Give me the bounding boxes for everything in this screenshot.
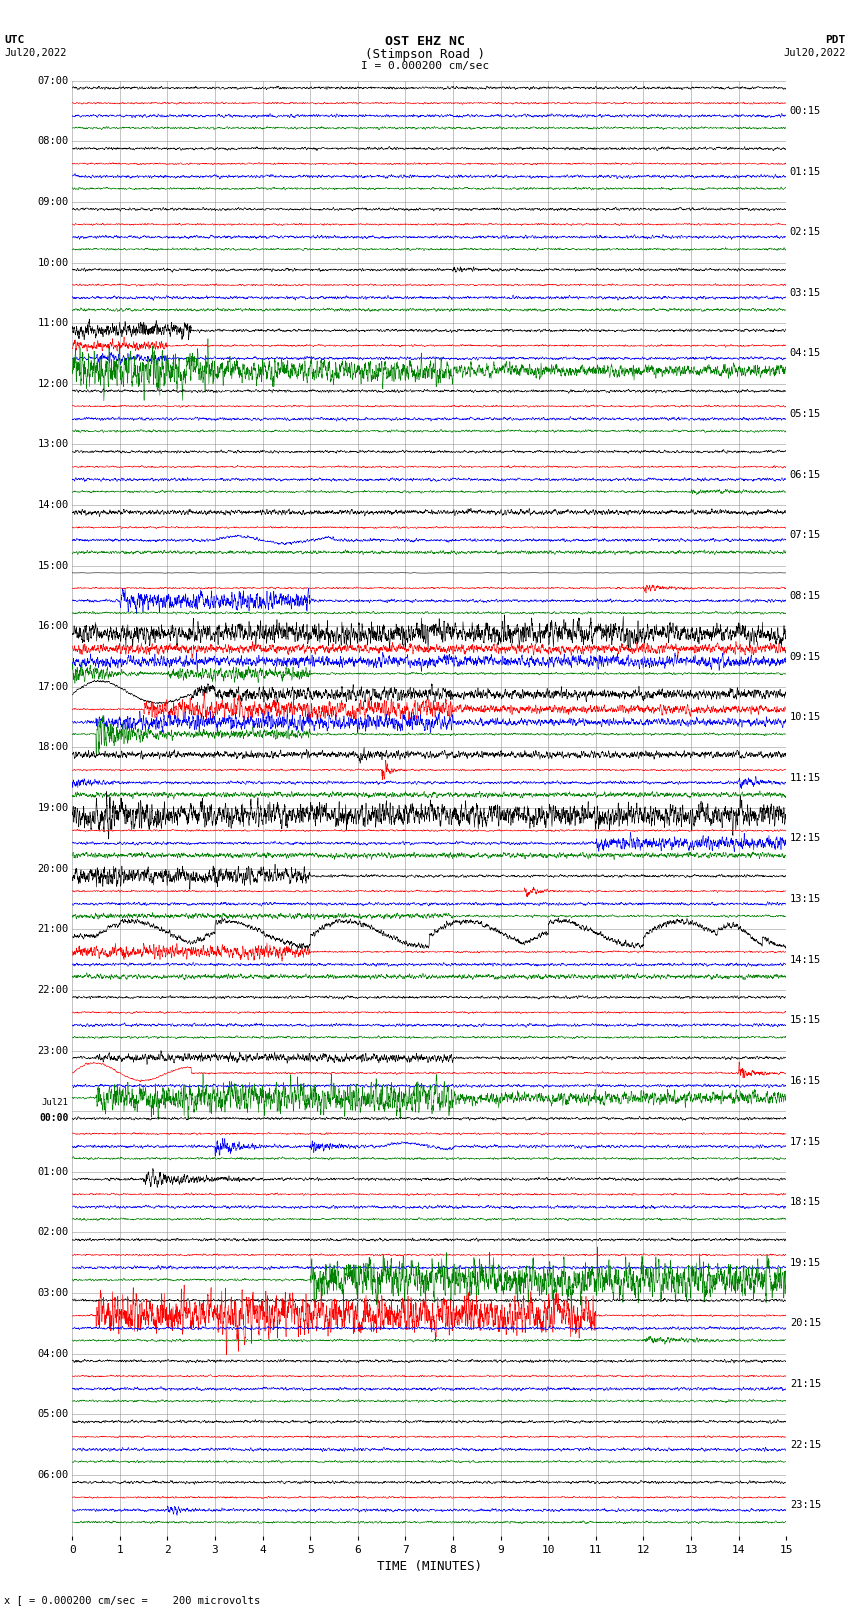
Text: Jul20,2022: Jul20,2022 <box>4 48 67 58</box>
Text: 08:15: 08:15 <box>790 590 821 602</box>
Text: 05:00: 05:00 <box>37 1410 69 1419</box>
Text: Jul21: Jul21 <box>42 1098 69 1107</box>
Text: 12:15: 12:15 <box>790 834 821 844</box>
Text: 21:00: 21:00 <box>37 924 69 934</box>
Text: 02:00: 02:00 <box>37 1227 69 1237</box>
Text: (Stimpson Road ): (Stimpson Road ) <box>365 48 485 61</box>
Text: 03:00: 03:00 <box>37 1289 69 1298</box>
Text: 01:15: 01:15 <box>790 166 821 176</box>
Text: 17:15: 17:15 <box>790 1137 821 1147</box>
Text: 11:15: 11:15 <box>790 773 821 782</box>
Text: 05:15: 05:15 <box>790 410 821 419</box>
Text: 07:15: 07:15 <box>790 531 821 540</box>
Text: 23:00: 23:00 <box>37 1045 69 1055</box>
X-axis label: TIME (MINUTES): TIME (MINUTES) <box>377 1560 482 1573</box>
Text: 09:15: 09:15 <box>790 652 821 661</box>
Text: 19:15: 19:15 <box>790 1258 821 1268</box>
Text: 15:00: 15:00 <box>37 561 69 571</box>
Text: 18:15: 18:15 <box>790 1197 821 1207</box>
Text: 19:00: 19:00 <box>37 803 69 813</box>
Text: 22:15: 22:15 <box>790 1440 821 1450</box>
Text: 20:15: 20:15 <box>790 1318 821 1329</box>
Text: 04:00: 04:00 <box>37 1348 69 1358</box>
Text: 14:00: 14:00 <box>37 500 69 510</box>
Text: 07:00: 07:00 <box>37 76 69 85</box>
Text: 15:15: 15:15 <box>790 1015 821 1026</box>
Text: 06:15: 06:15 <box>790 469 821 479</box>
Text: 02:15: 02:15 <box>790 227 821 237</box>
Text: 03:15: 03:15 <box>790 287 821 298</box>
Text: x [ = 0.000200 cm/sec =    200 microvolts: x [ = 0.000200 cm/sec = 200 microvolts <box>4 1595 260 1605</box>
Text: 14:15: 14:15 <box>790 955 821 965</box>
Text: PDT: PDT <box>825 35 846 45</box>
Text: OST EHZ NC: OST EHZ NC <box>385 35 465 48</box>
Text: 11:00: 11:00 <box>37 318 69 327</box>
Text: UTC: UTC <box>4 35 25 45</box>
Text: 16:00: 16:00 <box>37 621 69 631</box>
Text: 13:15: 13:15 <box>790 894 821 903</box>
Text: 16:15: 16:15 <box>790 1076 821 1086</box>
Text: 08:00: 08:00 <box>37 135 69 147</box>
Text: 10:15: 10:15 <box>790 713 821 723</box>
Text: 00:00: 00:00 <box>39 1113 69 1123</box>
Text: 04:15: 04:15 <box>790 348 821 358</box>
Text: 06:00: 06:00 <box>37 1469 69 1481</box>
Text: I = 0.000200 cm/sec: I = 0.000200 cm/sec <box>361 61 489 71</box>
Text: 20:00: 20:00 <box>37 863 69 874</box>
Text: 09:00: 09:00 <box>37 197 69 206</box>
Text: 17:00: 17:00 <box>37 682 69 692</box>
Text: Jul20,2022: Jul20,2022 <box>783 48 846 58</box>
Text: 13:00: 13:00 <box>37 439 69 450</box>
Text: 23:15: 23:15 <box>790 1500 821 1510</box>
Text: 22:00: 22:00 <box>37 986 69 995</box>
Text: 12:00: 12:00 <box>37 379 69 389</box>
Text: 00:15: 00:15 <box>790 106 821 116</box>
Text: 21:15: 21:15 <box>790 1379 821 1389</box>
Text: 18:00: 18:00 <box>37 742 69 753</box>
Text: 01:00: 01:00 <box>37 1166 69 1177</box>
Text: 10:00: 10:00 <box>37 258 69 268</box>
